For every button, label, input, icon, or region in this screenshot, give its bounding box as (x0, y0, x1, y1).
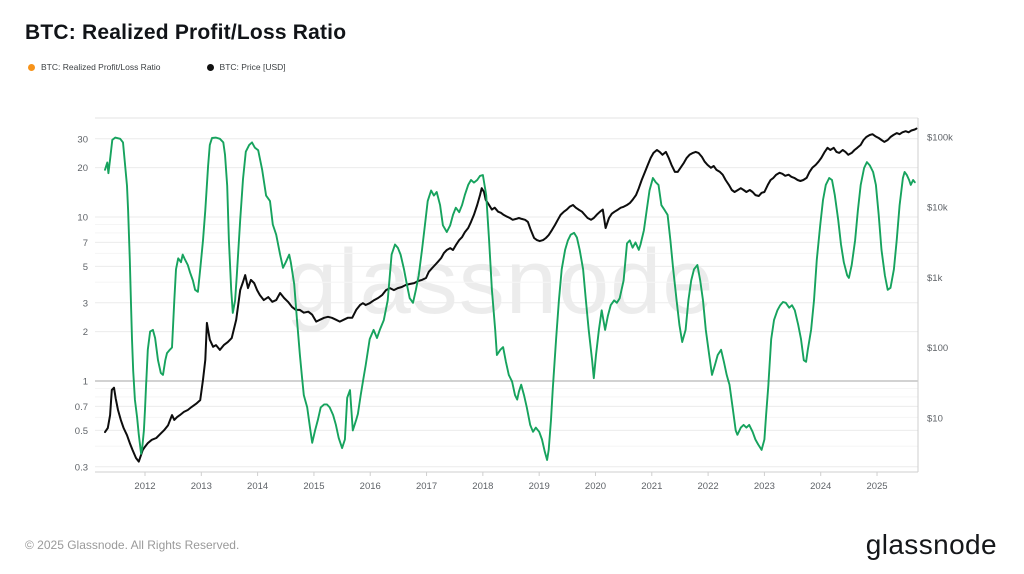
plot-borders (95, 117, 919, 473)
svg-text:2023: 2023 (754, 481, 775, 492)
copyright-text: © 2025 Glassnode. All Rights Reserved. (25, 538, 240, 552)
left-axis-labels: 30 20 10 7 5 3 2 1 0.7 0.5 0.3 (75, 134, 88, 473)
price-line (104, 127, 918, 463)
svg-text:$100: $100 (927, 343, 948, 354)
price-legend-label: BTC: Price [USD] (219, 62, 286, 72)
svg-text:0.3: 0.3 (75, 462, 88, 473)
svg-text:2022: 2022 (698, 481, 719, 492)
svg-text:$1k: $1k (927, 273, 943, 284)
svg-text:$10: $10 (927, 414, 943, 425)
page-title: BTC: Realized Profit/Loss Ratio (25, 21, 347, 44)
glassnode-logo: glassnode (865, 529, 997, 560)
ratio-line (104, 136, 916, 461)
price-legend-dot-icon (206, 63, 214, 71)
svg-text:2018: 2018 (472, 481, 493, 492)
svg-text:2020: 2020 (585, 481, 606, 492)
svg-text:1: 1 (83, 377, 88, 388)
x-axis-labels: 2012 2013 2014 2015 2016 2017 2018 2019 2020 2021… (134, 472, 888, 492)
svg-text:$10k: $10k (927, 203, 948, 214)
svg-text:10: 10 (77, 213, 88, 224)
svg-text:2013: 2013 (191, 481, 212, 492)
svg-text:3: 3 (83, 298, 88, 309)
chart-legend: BTC: Realized Profit/Loss Ratio BTC: Pri… (28, 62, 286, 72)
svg-text:2025: 2025 (866, 481, 887, 492)
legend-item-ratio[interactable]: BTC: Realized Profit/Loss Ratio (28, 62, 161, 72)
svg-text:30: 30 (77, 134, 88, 145)
svg-text:2014: 2014 (247, 481, 268, 492)
svg-text:0.7: 0.7 (75, 402, 88, 413)
svg-text:2024: 2024 (810, 481, 831, 492)
svg-text:2017: 2017 (416, 481, 437, 492)
legend-item-price[interactable]: BTC: Price [USD] (206, 62, 286, 72)
grid-lines (95, 138, 918, 468)
svg-text:2012: 2012 (134, 481, 155, 492)
ratio-legend-label: BTC: Realized Profit/Loss Ratio (41, 62, 161, 72)
svg-text:2019: 2019 (529, 481, 550, 492)
svg-text:7: 7 (83, 238, 88, 249)
svg-text:2021: 2021 (641, 481, 662, 492)
ratio-legend-dot-icon (28, 63, 35, 71)
svg-text:2016: 2016 (360, 481, 381, 492)
svg-text:5: 5 (83, 262, 88, 273)
svg-text:0.5: 0.5 (75, 426, 88, 437)
svg-text:$100k: $100k (927, 132, 953, 143)
svg-text:20: 20 (77, 163, 88, 174)
svg-text:2: 2 (83, 327, 88, 338)
right-axis-labels: $100k $10k $1k $100 $10 (927, 132, 953, 424)
svg-text:2015: 2015 (303, 481, 324, 492)
